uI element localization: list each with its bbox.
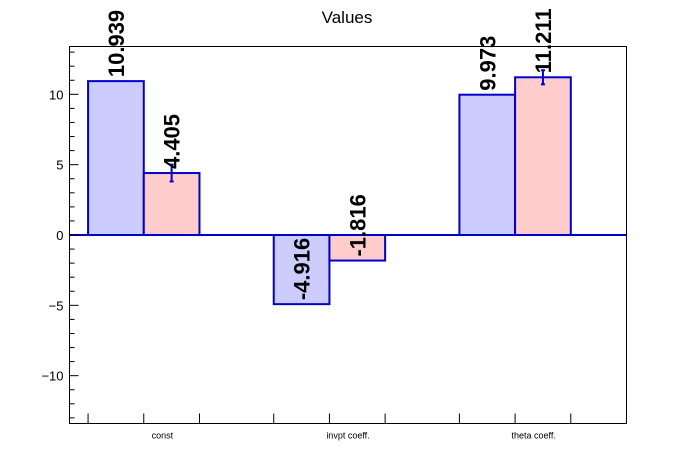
x-category-label: theta coeff.: [511, 431, 555, 441]
bar-value-label: -4.916: [290, 238, 315, 300]
x-axis: const invpt coeff. theta coeff.: [87, 413, 572, 441]
bars-layer: [69, 69, 627, 306]
y-tick-label: 5: [56, 158, 63, 173]
bar-value-label: 9.973: [475, 36, 500, 91]
y-tick-label: −5: [49, 298, 64, 313]
chart-title: Values: [322, 8, 373, 27]
bar-value-label: -1.816: [345, 194, 370, 256]
x-category-label: invpt coeff.: [326, 431, 369, 441]
y-tick-label: 0: [56, 228, 63, 243]
x-category-label: const: [152, 431, 174, 441]
bar-const-s1: [87, 80, 145, 236]
bar-value-label: 4.405: [160, 114, 185, 169]
bar-value-label: 10.939: [104, 10, 129, 77]
bar-value-label: 11.211: [531, 8, 556, 73]
value-labels: 10.939 -4.916 9.973 4.405 -1.816 11.211: [104, 8, 556, 300]
bar-theta-coeff--s2: [514, 76, 572, 236]
bar-theta-coeff--s1: [458, 93, 517, 236]
y-tick-label: 10: [49, 87, 63, 102]
y-tick-label: −10: [41, 369, 63, 384]
y-axis: −10 −5 0 5 10: [41, 51, 79, 419]
bar-invpt-coeff--s2: [328, 234, 387, 262]
